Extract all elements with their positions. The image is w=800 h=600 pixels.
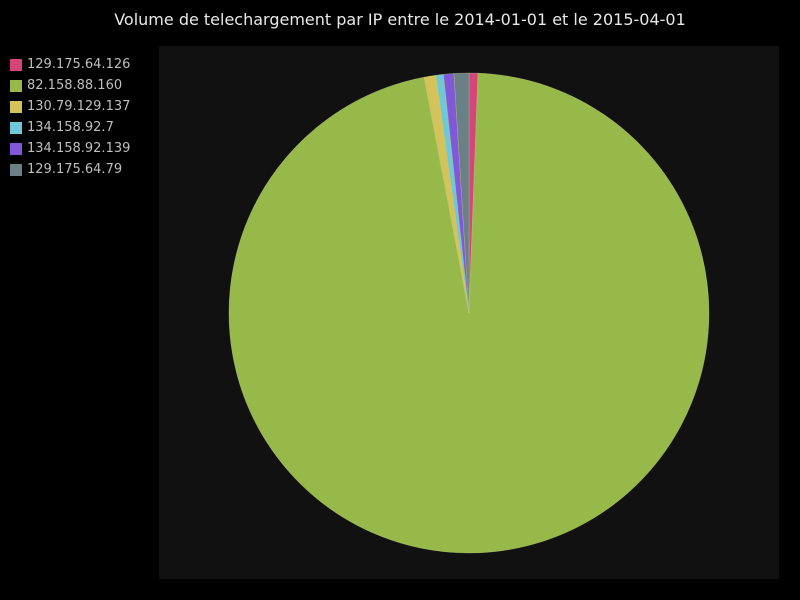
legend-swatch bbox=[10, 163, 22, 176]
pie-slice-129-175-64-79[interactable] bbox=[453, 72, 470, 314]
legend-swatch bbox=[10, 79, 22, 92]
pie-chart bbox=[228, 72, 710, 554]
legend-label: 129.175.64.126 bbox=[27, 57, 131, 72]
legend-label: 134.158.92.7 bbox=[27, 120, 114, 135]
legend-item[interactable]: 129.175.64.79 bbox=[10, 159, 130, 180]
legend-swatch bbox=[10, 142, 22, 155]
plot-area bbox=[159, 46, 779, 579]
chart-title: Volume de telechargement par IP entre le… bbox=[114, 10, 686, 29]
legend-item[interactable]: 130.79.129.137 bbox=[10, 96, 130, 117]
legend-item[interactable]: 82.158.88.160 bbox=[10, 75, 130, 96]
legend-item[interactable]: 129.175.64.126 bbox=[10, 54, 130, 75]
legend-label: 130.79.129.137 bbox=[27, 99, 131, 114]
legend-label: 82.158.88.160 bbox=[27, 78, 123, 93]
legend-swatch bbox=[10, 121, 22, 134]
legend-swatch bbox=[10, 58, 22, 71]
pie-slice-82-158-88-160[interactable] bbox=[228, 72, 710, 554]
legend-swatch bbox=[10, 100, 22, 113]
legend: 129.175.64.126 82.158.88.160 130.79.129.… bbox=[10, 54, 130, 180]
legend-label: 134.158.92.139 bbox=[27, 141, 131, 156]
legend-item[interactable]: 134.158.92.7 bbox=[10, 117, 130, 138]
legend-label: 129.175.64.79 bbox=[27, 162, 123, 177]
legend-item[interactable]: 134.158.92.139 bbox=[10, 138, 130, 159]
